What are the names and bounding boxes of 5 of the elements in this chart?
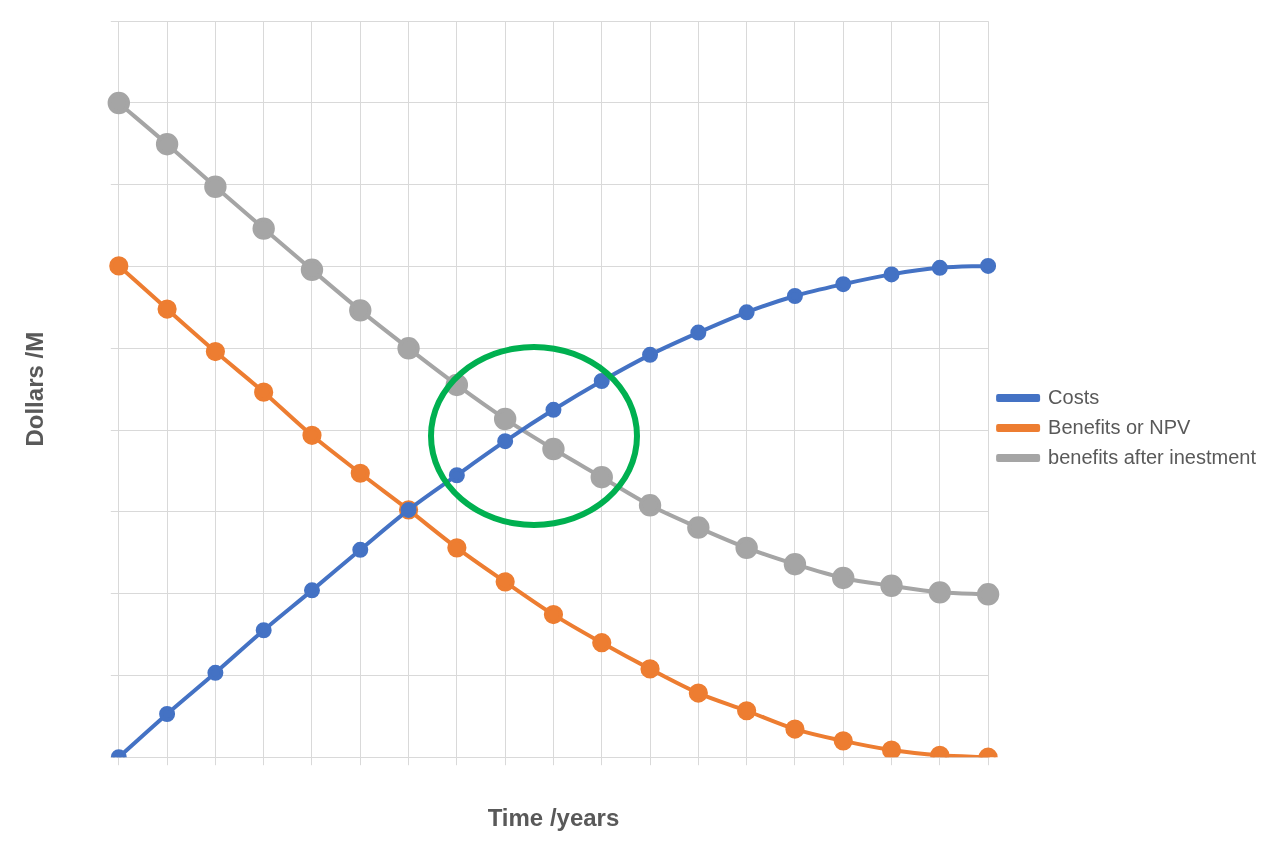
legend-label: Benefits or NPV [1048, 415, 1192, 438]
legend-label: Costs [1048, 385, 1100, 408]
x-axis-title: Time /years [487, 804, 620, 832]
y-axis-title: Dollars /M [21, 331, 49, 447]
legend-label: benefits after inestment [1048, 445, 1257, 468]
